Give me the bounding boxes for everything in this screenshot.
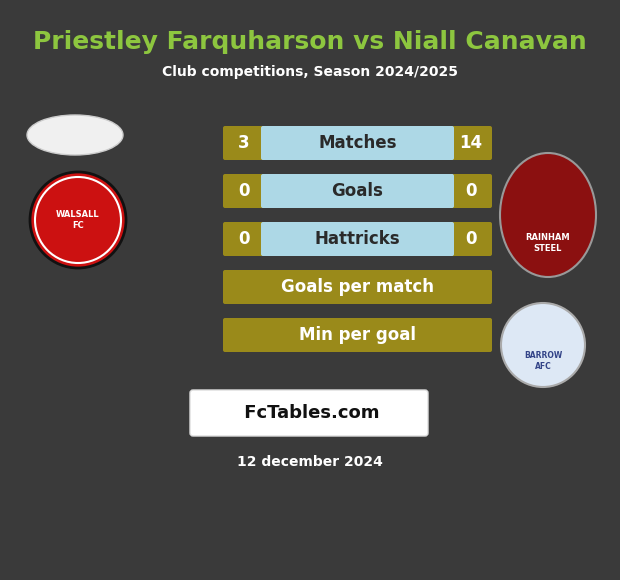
FancyBboxPatch shape [223, 222, 492, 256]
Text: 12 december 2024: 12 december 2024 [237, 455, 383, 469]
Ellipse shape [27, 115, 123, 155]
Text: FcTables.com: FcTables.com [238, 404, 379, 422]
Circle shape [501, 303, 585, 387]
FancyBboxPatch shape [223, 126, 492, 160]
FancyBboxPatch shape [223, 174, 492, 208]
Circle shape [30, 172, 126, 268]
Text: Club competitions, Season 2024/2025: Club competitions, Season 2024/2025 [162, 65, 458, 79]
Text: RAINHAM
STEEL: RAINHAM STEEL [526, 233, 570, 253]
Text: WALSALL
FC: WALSALL FC [56, 211, 100, 230]
Text: 0: 0 [238, 230, 250, 248]
Text: 14: 14 [459, 134, 482, 152]
FancyBboxPatch shape [261, 126, 454, 160]
Text: Goals: Goals [332, 182, 383, 200]
Text: Matches: Matches [318, 134, 397, 152]
FancyBboxPatch shape [261, 174, 454, 208]
FancyBboxPatch shape [223, 270, 492, 304]
Text: BARROW
AFC: BARROW AFC [524, 351, 562, 371]
FancyBboxPatch shape [261, 222, 454, 256]
Text: Priestley Farquharson vs Niall Canavan: Priestley Farquharson vs Niall Canavan [33, 30, 587, 54]
Text: 0: 0 [465, 230, 477, 248]
Text: 0: 0 [238, 182, 250, 200]
Text: 3: 3 [238, 134, 250, 152]
FancyBboxPatch shape [190, 390, 428, 436]
Text: Hattricks: Hattricks [315, 230, 401, 248]
Ellipse shape [500, 153, 596, 277]
Text: 0: 0 [465, 182, 477, 200]
FancyBboxPatch shape [223, 318, 492, 352]
Text: Goals per match: Goals per match [281, 278, 434, 296]
Text: Min per goal: Min per goal [299, 326, 416, 344]
